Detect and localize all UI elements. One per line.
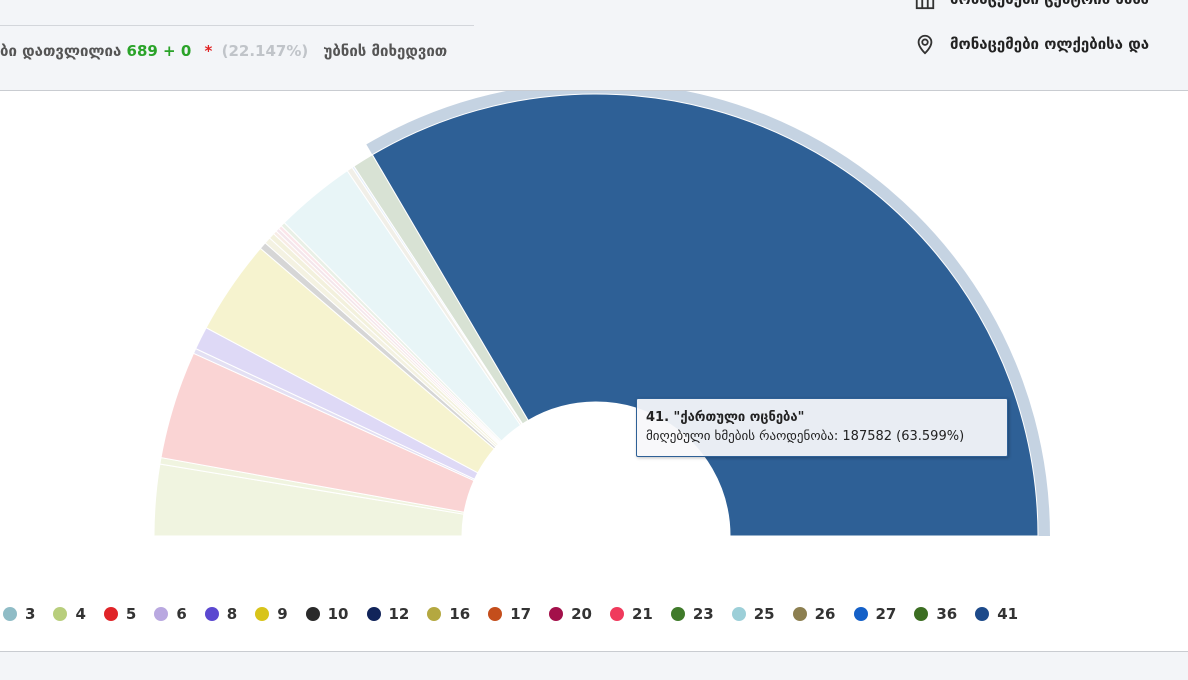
legend-label: 25 bbox=[753, 605, 775, 623]
legend-marker bbox=[154, 607, 169, 621]
legend-item-27[interactable]: 27 bbox=[853, 605, 897, 623]
legend-marker bbox=[255, 607, 270, 621]
legend-marker bbox=[549, 607, 564, 621]
legend-label: 26 bbox=[814, 605, 836, 623]
legend-marker bbox=[975, 607, 990, 621]
legend-label: 9 bbox=[277, 605, 288, 623]
legend-marker bbox=[53, 607, 68, 621]
legend-marker bbox=[366, 607, 381, 621]
tooltip-title: 41. "ქართული ოცნება" bbox=[646, 410, 805, 425]
counted-value: 689 + 0 bbox=[126, 42, 192, 60]
counted-prefix: ბი დათვლილია bbox=[0, 42, 122, 60]
legend-label: 36 bbox=[936, 605, 958, 623]
counted-percent: (22.147%) bbox=[221, 42, 309, 60]
legend-label: 23 bbox=[692, 605, 714, 623]
legend-label: 12 bbox=[388, 605, 410, 623]
legend-item-17[interactable]: 17 bbox=[488, 605, 531, 623]
building-icon bbox=[915, 0, 935, 10]
center-data-link[interactable]: მონაცემები ცენტრის მასშ bbox=[914, 0, 1149, 10]
legend-marker bbox=[853, 607, 868, 621]
legend-item-21[interactable]: 21 bbox=[610, 605, 653, 623]
legend-label: 16 bbox=[449, 605, 471, 623]
legend-marker bbox=[731, 607, 746, 621]
legend-item-41[interactable]: 41 bbox=[975, 605, 1018, 623]
legend-item-3[interactable]: 3 bbox=[0, 605, 35, 623]
legend-label: 10 bbox=[327, 605, 349, 623]
legend-item-6[interactable]: 6 bbox=[154, 605, 187, 623]
legend-label: 6 bbox=[176, 605, 187, 623]
legend-marker bbox=[3, 607, 17, 621]
legend-marker bbox=[427, 607, 442, 621]
legend-label: 21 bbox=[632, 605, 653, 623]
legend-label: 17 bbox=[510, 605, 532, 623]
results-header: ბი დათვლილია 689 + 0 * (22.147%) უბნის მ… bbox=[0, 0, 1188, 90]
legend-item-5[interactable]: 5 bbox=[103, 605, 137, 623]
district-data-link-label: მონაცემები ოლქებისა და bbox=[950, 35, 1150, 53]
legend-marker bbox=[488, 607, 503, 621]
district-data-link[interactable]: მონაცემები ოლქებისა და bbox=[914, 33, 1149, 55]
legend-item-8[interactable]: 8 bbox=[204, 605, 238, 623]
legend-item-36[interactable]: 36 bbox=[914, 605, 957, 623]
legend-item-12[interactable]: 12 bbox=[366, 605, 410, 623]
results-semi-donut-chart bbox=[153, 91, 1050, 537]
legend-label: 8 bbox=[226, 605, 238, 623]
tooltip-label: მიღებული ხმების რაოდენობა: bbox=[646, 429, 839, 444]
tooltip-body: მიღებული ხმების რაოდენობა: 187582 (63.59… bbox=[646, 427, 998, 446]
legend-label: 4 bbox=[75, 605, 86, 623]
legend-label: 27 bbox=[875, 605, 897, 623]
legend-marker bbox=[610, 607, 624, 621]
legend-item-23[interactable]: 23 bbox=[670, 605, 714, 623]
divider bbox=[0, 25, 474, 26]
legend-marker bbox=[792, 607, 807, 621]
chart-legend: 3 4 5 6 8 9 10 12 16 17 20 21 23 25 26 27 36 41 bbox=[0, 604, 1036, 624]
counted-stations-summary: ბი დათვლილია 689 + 0 * (22.147%) უბნის მ… bbox=[0, 42, 447, 60]
legend-marker bbox=[670, 607, 685, 621]
chart-panel: 41. "ქართული ოცნება" მიღებული ხმების რაო… bbox=[0, 90, 1188, 652]
legend-item-4[interactable]: 4 bbox=[53, 605, 86, 623]
legend-marker bbox=[914, 607, 929, 621]
legend-label: 5 bbox=[125, 605, 137, 623]
legend-label: 20 bbox=[571, 605, 592, 623]
legend-item-26[interactable]: 26 bbox=[792, 605, 836, 623]
legend-label: 41 bbox=[997, 605, 1019, 623]
legend-item-10[interactable]: 10 bbox=[305, 605, 349, 623]
legend-item-16[interactable]: 16 bbox=[427, 605, 470, 623]
tooltip-value: 187582 (63.599%) bbox=[842, 429, 965, 444]
legend-marker bbox=[305, 607, 320, 621]
center-data-link-label: მონაცემები ცენტრის მასშ bbox=[950, 0, 1149, 8]
location-pin-icon bbox=[917, 34, 933, 55]
legend-item-25[interactable]: 25 bbox=[731, 605, 775, 623]
legend-marker bbox=[103, 607, 118, 621]
counted-star: * bbox=[204, 42, 213, 60]
legend-marker bbox=[204, 607, 219, 621]
legend-item-20[interactable]: 20 bbox=[549, 605, 592, 623]
counted-suffix: უბნის მიხედვით bbox=[323, 42, 448, 60]
legend-label: 3 bbox=[25, 605, 36, 623]
chart-tooltip: 41. "ქართული ოცნება" მიღებული ხმების რაო… bbox=[636, 398, 1008, 457]
legend-item-9[interactable]: 9 bbox=[255, 605, 288, 623]
